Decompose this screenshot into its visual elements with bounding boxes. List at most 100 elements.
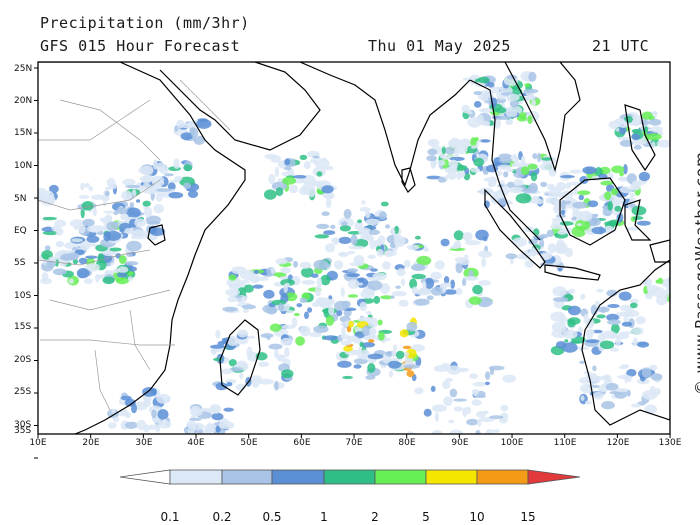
precip-cell (607, 304, 620, 308)
precip-cell (528, 71, 537, 82)
precip-cell (575, 219, 591, 231)
precip-cell (283, 283, 288, 294)
precip-cell (268, 173, 276, 185)
precip-cell (320, 274, 331, 286)
precip-cell (316, 277, 323, 288)
precip-cell (617, 176, 630, 182)
precip-cell (656, 295, 668, 306)
precip-cell (615, 388, 630, 393)
lat-label: 15S (14, 322, 32, 332)
precip-cell (168, 192, 184, 199)
precip-cell (112, 221, 120, 226)
precip-cell (314, 234, 330, 239)
precip-cell (406, 244, 420, 250)
precip-cell (366, 288, 373, 293)
precip-cell (104, 190, 110, 197)
precip-cell (440, 292, 446, 297)
precip-cell (365, 218, 381, 225)
precip-cell (314, 285, 322, 297)
precip-cell (347, 279, 360, 289)
precip-cell (271, 181, 288, 191)
precip-cell (338, 236, 352, 244)
precip-cell (228, 359, 237, 367)
precip-cell (433, 365, 449, 372)
precip-cell (40, 277, 52, 285)
precip-cell (498, 157, 512, 164)
precip-cell (399, 329, 409, 338)
precip-cell (564, 339, 569, 343)
precip-cell (51, 225, 62, 232)
precip-cell (293, 312, 300, 317)
precip-cell (155, 191, 163, 202)
precip-cell (346, 335, 359, 342)
precip-cell (394, 225, 399, 235)
coastlines (38, 62, 670, 434)
precip-cell (350, 234, 358, 246)
precip-cell (498, 153, 512, 159)
precip-cell (631, 205, 647, 216)
precip-cell (641, 367, 652, 378)
precip-cell (455, 263, 463, 274)
precip-cell (588, 328, 595, 335)
precip-cell (38, 191, 44, 199)
precip-cell (557, 230, 567, 235)
precip-cell (563, 329, 578, 339)
precip-cell (577, 190, 591, 196)
precip-cell (619, 186, 634, 194)
precip-cell (336, 309, 343, 317)
precip-cell (403, 364, 420, 369)
precip-cell (540, 181, 548, 188)
precip-cell (86, 235, 100, 243)
precip-cell (388, 360, 402, 369)
precip-cell (252, 284, 264, 289)
precip-cell (617, 136, 629, 141)
precip-cell (579, 210, 593, 222)
precip-cell (422, 280, 427, 290)
colorbar-label: 15 (520, 510, 536, 524)
precip-cell (334, 260, 344, 270)
precip-cell (465, 240, 481, 246)
precip-cell (400, 278, 406, 287)
precip-cell (580, 293, 586, 300)
colorbar-label: 10 (469, 510, 485, 524)
precip-cell (507, 168, 514, 173)
precip-cell (369, 327, 377, 337)
precip-cell (568, 288, 576, 294)
precip-cell (190, 408, 203, 417)
precip-cell (656, 139, 670, 148)
precip-cell (527, 95, 536, 101)
precip-cell (431, 431, 443, 434)
precip-cell (380, 283, 391, 294)
precip-cell (515, 193, 532, 204)
precip-cell (88, 186, 94, 192)
precip-cell (116, 272, 128, 278)
precip-cell (638, 137, 647, 145)
precip-cell (359, 207, 371, 212)
precip-cell (453, 230, 464, 241)
precip-cell (209, 344, 225, 349)
precip-cell (151, 175, 165, 184)
precip-cell (381, 261, 391, 270)
precip-cell (440, 238, 450, 247)
precip-cell (569, 169, 583, 174)
precip-cell (270, 266, 275, 274)
colorbar-label: 5 (422, 510, 430, 524)
precip-cell (269, 323, 282, 332)
precip-cell (458, 170, 466, 178)
precip-cell (311, 301, 320, 308)
precip-cell (611, 323, 620, 334)
lon-label: 110E (553, 438, 577, 448)
credit-watermark: © www.PassageWeather.com (692, 151, 700, 395)
precip-cell (142, 387, 157, 397)
precip-cell (607, 319, 621, 325)
precip-cell (402, 345, 412, 350)
precip-cell (503, 183, 508, 187)
precip-cell (301, 279, 316, 285)
lon-label: 130E (658, 438, 682, 448)
precip-cell (489, 415, 504, 420)
precip-cell (393, 344, 398, 351)
precip-cell (621, 364, 630, 368)
precip-cell (611, 165, 625, 174)
precip-cell (211, 412, 224, 421)
